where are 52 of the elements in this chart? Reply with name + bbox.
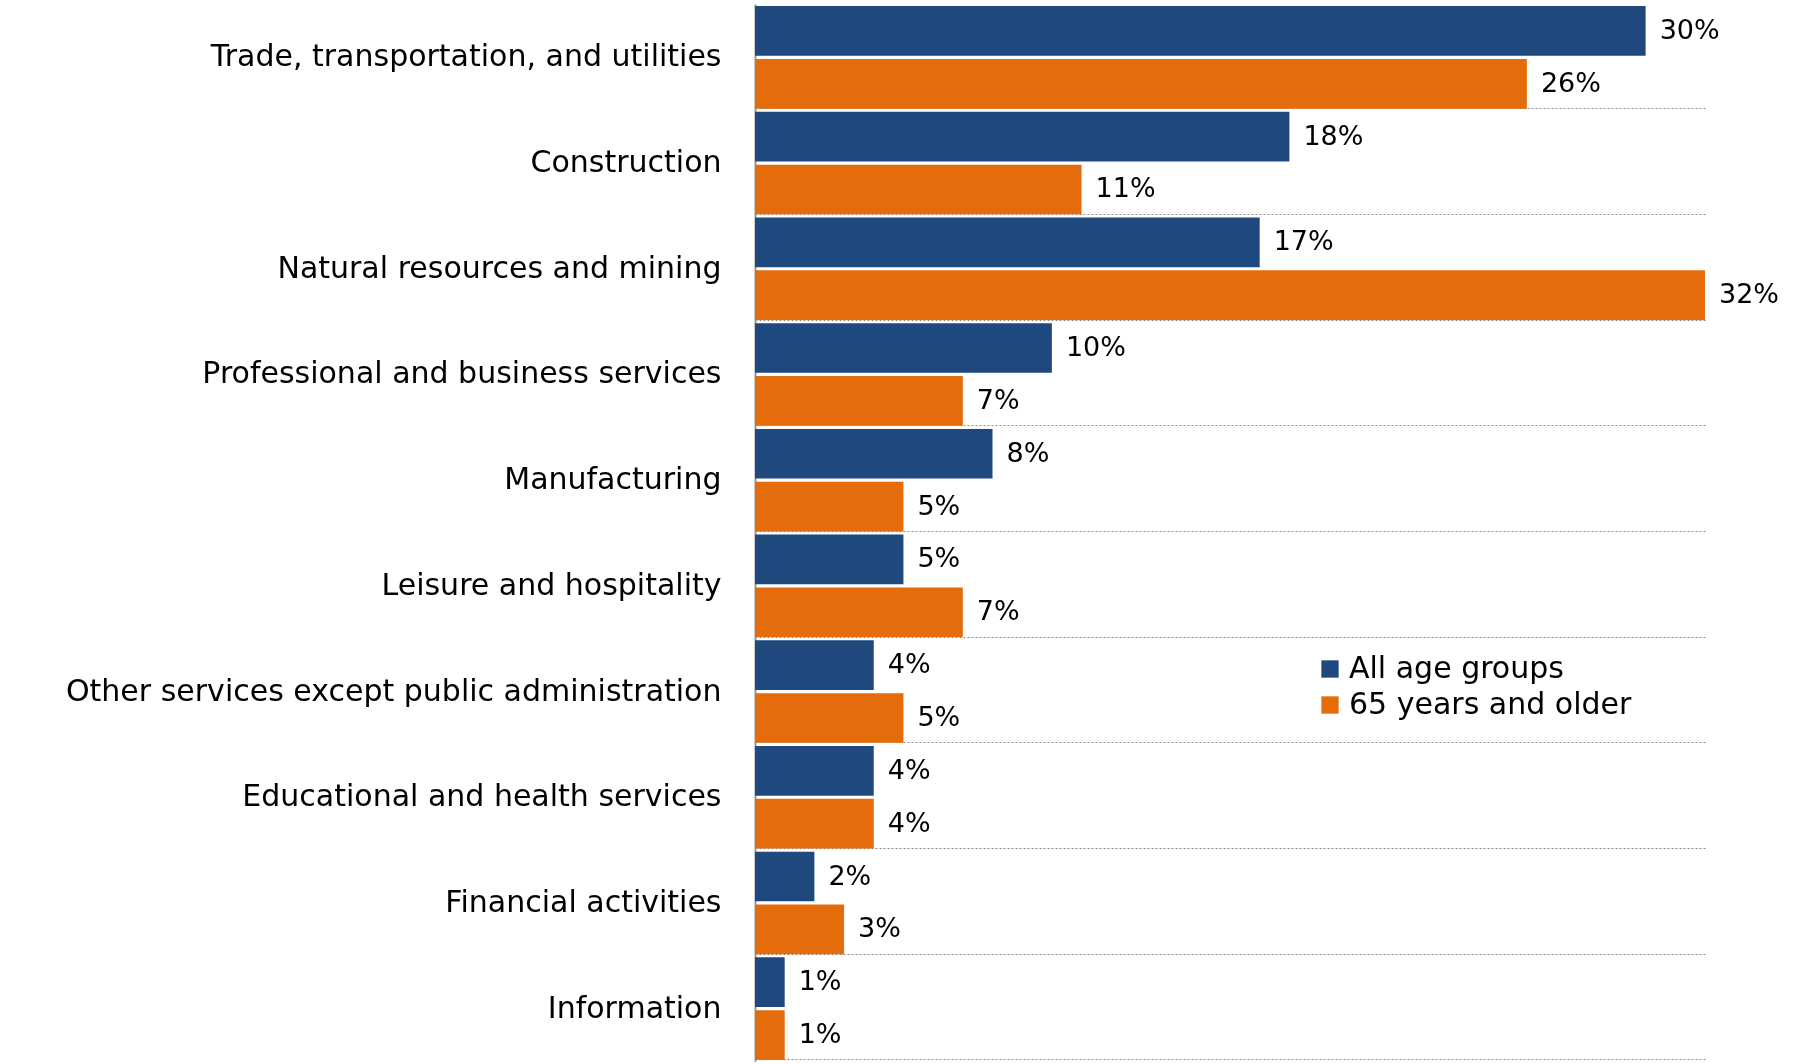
y-tick-label: Information bbox=[547, 989, 722, 1025]
y-tick-label: Manufacturing bbox=[504, 461, 722, 497]
data-label: 11% bbox=[1095, 172, 1156, 204]
bar bbox=[755, 481, 904, 532]
data-label: 8% bbox=[1006, 436, 1050, 468]
data-label: 4% bbox=[887, 806, 931, 838]
bar bbox=[755, 640, 874, 690]
bar bbox=[755, 6, 1646, 56]
bar bbox=[755, 534, 904, 585]
legend-label: All age groups bbox=[1349, 650, 1564, 685]
data-label: 2% bbox=[828, 859, 872, 891]
bar bbox=[755, 904, 845, 955]
bar bbox=[755, 58, 1527, 109]
data-label: 17% bbox=[1273, 225, 1334, 257]
y-tick-label: Construction bbox=[530, 144, 722, 180]
data-label: 1% bbox=[798, 965, 842, 997]
bar bbox=[755, 1010, 785, 1060]
data-label: 5% bbox=[917, 542, 961, 574]
data-label: 7% bbox=[976, 595, 1020, 627]
bar bbox=[755, 957, 785, 1008]
data-label: 1% bbox=[798, 1018, 842, 1050]
bar bbox=[755, 428, 993, 479]
y-tick-label: Financial activities bbox=[445, 883, 722, 919]
y-tick-label: Professional and business services bbox=[202, 355, 722, 391]
bar bbox=[755, 693, 904, 743]
legend-label: 65 years and older bbox=[1349, 686, 1632, 721]
data-label: 5% bbox=[917, 700, 961, 732]
y-tick-label: Other services except public administration bbox=[65, 672, 722, 708]
data-label: 26% bbox=[1540, 66, 1601, 98]
bar bbox=[755, 217, 1260, 268]
bar bbox=[755, 323, 1052, 373]
bar bbox=[755, 376, 963, 426]
bar bbox=[755, 798, 874, 849]
data-label: 30% bbox=[1659, 13, 1720, 45]
y-tick-label: Leisure and hospitality bbox=[381, 566, 722, 602]
bar bbox=[755, 851, 815, 902]
data-label: 4% bbox=[887, 648, 931, 680]
data-label: 18% bbox=[1303, 119, 1364, 151]
bar bbox=[755, 111, 1290, 162]
data-label: 10% bbox=[1065, 331, 1126, 363]
bar bbox=[755, 745, 874, 796]
y-tick-label: Natural resources and mining bbox=[277, 249, 722, 285]
y-tick-label: Trade, transportation, and utilities bbox=[209, 38, 722, 74]
bar bbox=[755, 587, 963, 638]
data-label: 5% bbox=[917, 489, 961, 521]
data-label: 7% bbox=[976, 383, 1020, 415]
data-label: 3% bbox=[858, 912, 901, 944]
bar bbox=[755, 164, 1082, 215]
data-label: 4% bbox=[887, 753, 931, 785]
bar bbox=[755, 270, 1705, 321]
data-label: 32% bbox=[1719, 278, 1780, 310]
y-tick-label: Educational and health services bbox=[242, 778, 722, 814]
